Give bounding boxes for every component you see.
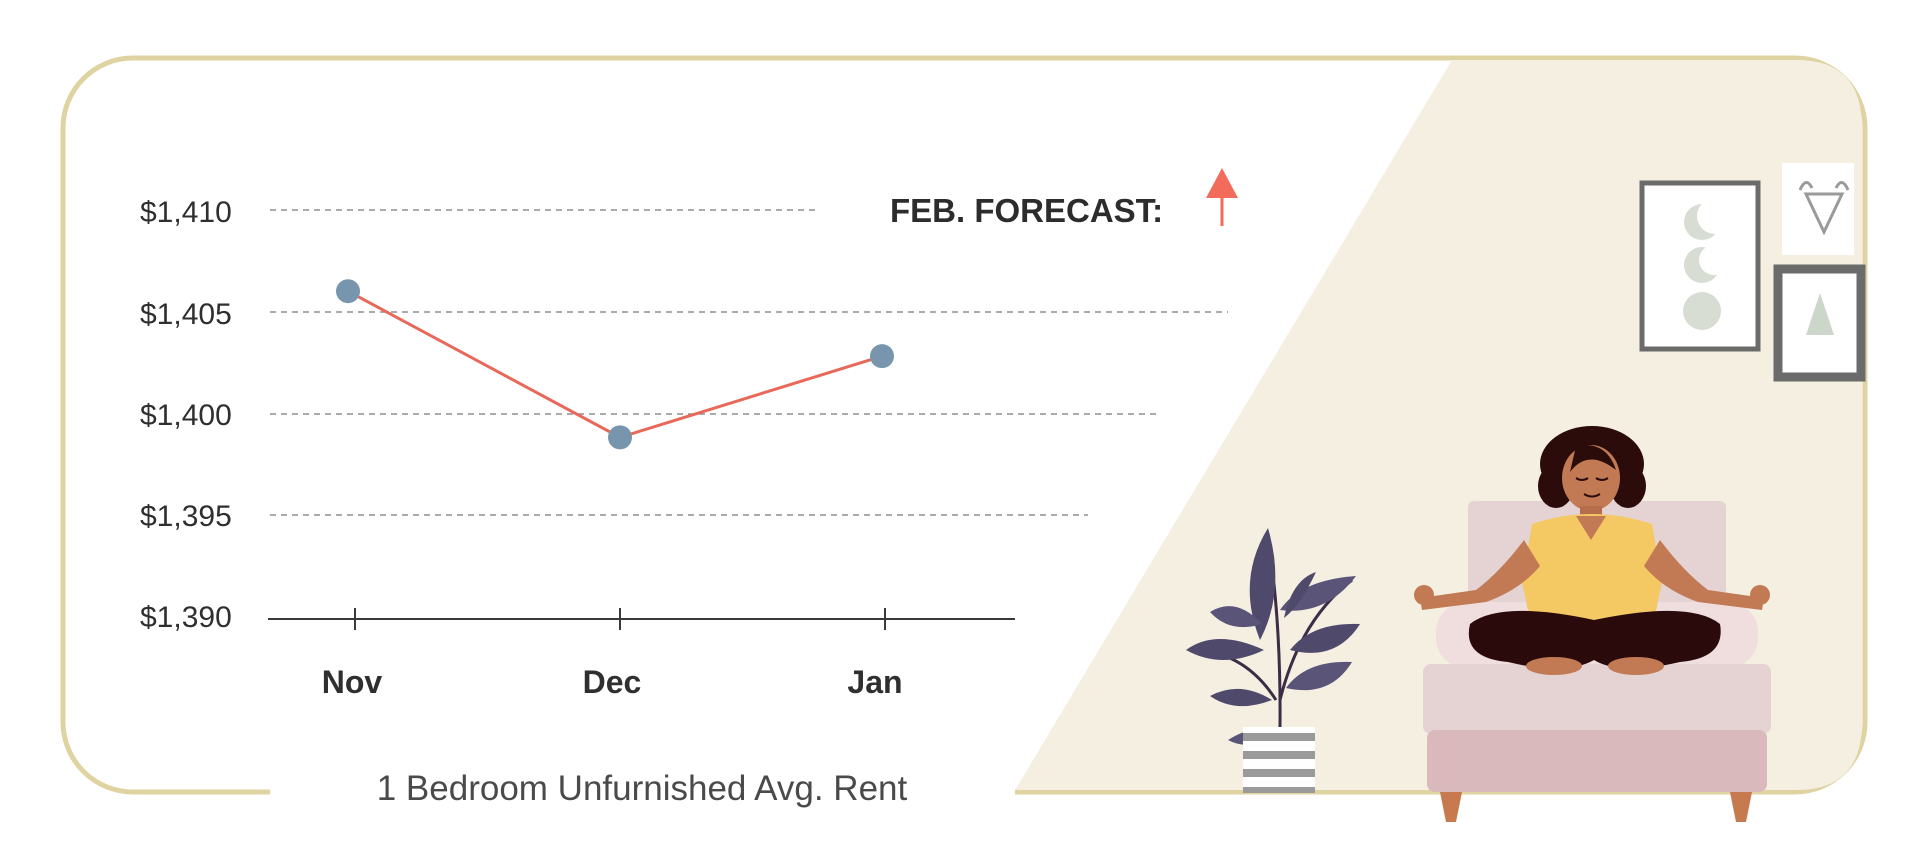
y-tick-label-1400: $1,400 <box>140 399 232 432</box>
forecast-up-arrow-icon <box>1206 168 1238 226</box>
x-tick-label-dec: Dec <box>583 664 642 700</box>
y-tick-label-1390: $1,390 <box>140 601 232 634</box>
y-tick-label-1405: $1,405 <box>140 298 232 331</box>
x-tick-label-nov: Nov <box>322 664 383 700</box>
forecast-label: FEB. FORECAST: <box>890 192 1163 229</box>
meditating-woman-icon <box>1414 426 1770 675</box>
bull-head-frame-icon <box>1782 163 1854 255</box>
y-tick-label-1410: $1,410 <box>140 196 232 229</box>
y-tick-label-1395: $1,395 <box>140 500 232 533</box>
gridlines <box>270 209 1228 516</box>
data-point-dec <box>608 425 632 450</box>
triangle-frame-icon <box>1773 264 1866 382</box>
series-points <box>336 279 894 450</box>
chart-caption: 1 Bedroom Unfurnished Avg. Rent <box>377 769 908 808</box>
x-tick-label-jan: Jan <box>847 664 902 700</box>
potted-plant-icon <box>1186 528 1360 793</box>
caption-frame-gap <box>270 780 1015 800</box>
moon-phases-frame-icon <box>1639 180 1761 352</box>
series-rent <box>336 279 894 450</box>
data-point-nov <box>336 279 360 304</box>
data-point-jan <box>870 344 894 369</box>
